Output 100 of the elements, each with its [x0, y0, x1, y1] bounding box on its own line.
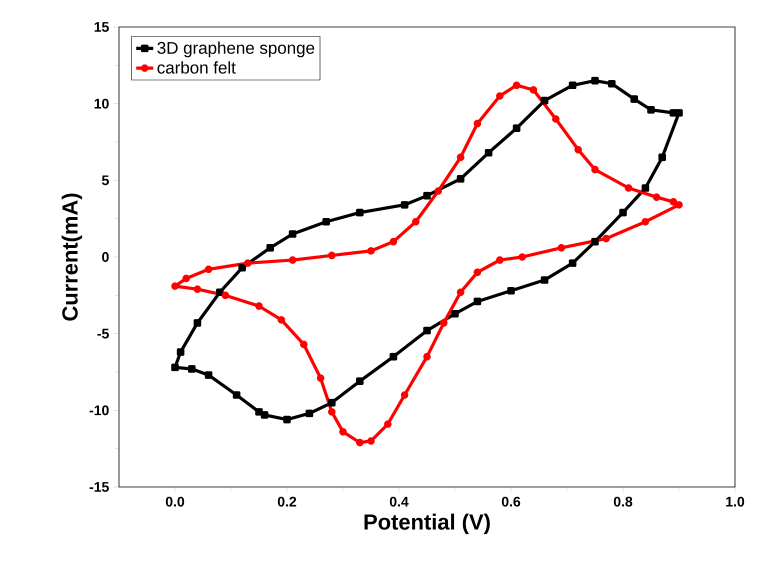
point — [390, 352, 398, 360]
point — [222, 292, 230, 300]
point — [328, 252, 336, 260]
point — [675, 201, 683, 209]
point — [591, 76, 599, 84]
point — [171, 282, 179, 290]
point — [288, 230, 296, 238]
point — [608, 80, 616, 88]
point — [356, 438, 364, 446]
point — [484, 148, 492, 157]
x-tick-label: 0.4 — [390, 496, 409, 507]
point — [216, 288, 224, 296]
point — [204, 371, 212, 379]
point — [652, 193, 660, 201]
x-tick-label: 1.0 — [726, 496, 744, 507]
point — [540, 96, 548, 104]
x-tick-label: 0.0 — [166, 496, 184, 507]
point — [188, 365, 196, 373]
point — [456, 175, 464, 183]
x-tick-label: 0.8 — [614, 496, 632, 507]
legend-label: carbon felt — [158, 61, 236, 74]
point — [558, 244, 566, 252]
point — [451, 310, 459, 318]
y-tick-label: 10 — [94, 98, 109, 109]
point — [512, 124, 520, 132]
y-tick-label: -10 — [90, 405, 109, 416]
x-axis-title: Potential (V) — [364, 514, 490, 534]
point — [670, 109, 678, 117]
point — [204, 265, 212, 274]
y-tick-label: -5 — [97, 328, 109, 339]
point — [176, 348, 184, 356]
point — [266, 244, 274, 252]
point — [260, 411, 268, 419]
point — [647, 106, 655, 114]
point — [568, 81, 576, 90]
point — [675, 109, 683, 117]
point — [339, 428, 347, 436]
y-axis-title: Current(mA) — [62, 194, 82, 321]
point — [367, 437, 375, 445]
point — [512, 81, 520, 90]
point — [400, 201, 408, 209]
point — [507, 286, 515, 295]
point — [238, 264, 246, 272]
point — [434, 187, 442, 195]
point — [400, 391, 408, 399]
point — [518, 253, 526, 261]
point — [423, 192, 431, 200]
point — [390, 238, 398, 246]
point — [232, 391, 240, 399]
point — [474, 268, 482, 276]
point — [670, 198, 678, 206]
point — [255, 302, 263, 310]
point — [574, 146, 582, 154]
point — [384, 420, 392, 428]
point — [496, 256, 504, 264]
x-tick-label: 0.2 — [278, 496, 296, 507]
point — [288, 256, 296, 264]
point — [244, 259, 252, 267]
point — [306, 410, 314, 418]
point — [283, 416, 291, 424]
point — [278, 316, 286, 324]
x-tick-label: 0.6 — [502, 496, 520, 507]
point — [591, 166, 599, 174]
point — [496, 92, 504, 100]
point — [530, 86, 538, 94]
point — [328, 408, 336, 416]
point — [322, 218, 330, 226]
point — [356, 377, 364, 385]
point — [423, 326, 431, 334]
point — [456, 154, 464, 162]
point — [624, 184, 632, 192]
point — [474, 298, 482, 306]
point — [440, 319, 448, 327]
point — [591, 238, 599, 246]
y-tick-label: 5 — [102, 175, 109, 186]
point — [194, 285, 202, 293]
point — [474, 120, 482, 128]
point — [412, 218, 420, 226]
y-tick-label: 0 — [102, 252, 109, 262]
y-tick-label: 15 — [94, 22, 109, 32]
point — [316, 374, 324, 382]
point — [456, 288, 464, 296]
point — [642, 184, 650, 192]
point — [619, 208, 627, 216]
point — [630, 95, 638, 103]
point — [300, 340, 308, 348]
point — [540, 276, 548, 284]
point — [367, 247, 375, 255]
point — [658, 154, 666, 162]
point — [602, 234, 610, 242]
point — [182, 274, 190, 282]
point — [552, 115, 560, 123]
point — [423, 352, 431, 360]
point — [356, 208, 364, 216]
point — [255, 408, 263, 416]
point — [194, 319, 202, 327]
point — [328, 398, 336, 406]
point — [642, 218, 650, 226]
legend-label: 3D graphene sponge — [157, 41, 314, 58]
point — [568, 259, 576, 267]
